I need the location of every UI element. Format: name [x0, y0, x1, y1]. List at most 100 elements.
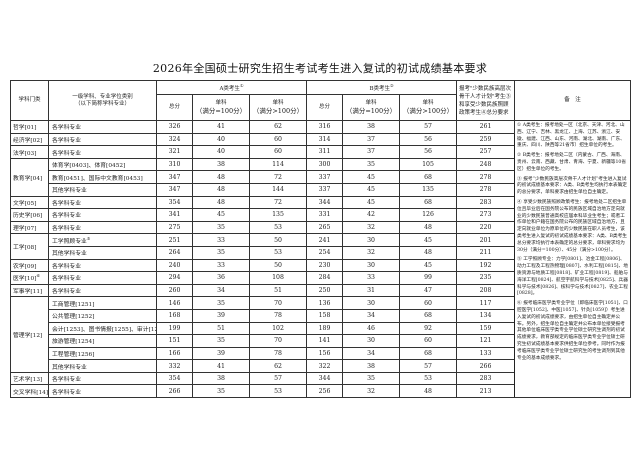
a-total: 240: [156, 258, 193, 273]
minority-total: 117: [456, 296, 516, 310]
b-total: 241: [306, 233, 343, 247]
b-total: 141: [306, 334, 343, 348]
b-total: 156: [306, 346, 343, 361]
b-total: 331: [306, 208, 343, 222]
header-group-b: B类考生②: [305, 80, 458, 95]
category-cell: 农学[09]: [10, 258, 49, 273]
minority-total: 201: [456, 233, 516, 247]
note-item: ⑥ 报考临床医学类专业学位（即临床医学[1051]、口腔医学[1052]、中医[…: [517, 301, 628, 361]
minority-total: 278: [456, 170, 516, 184]
subject-label: 体育学[0403]、体育[0452]: [52, 163, 126, 170]
a-total: 354: [156, 195, 193, 210]
note-item: ② B类考生：报考地处二区（内蒙古、广西、海南、贵州、云南、西藏、甘肃、青海、宁…: [517, 153, 627, 172]
a-single-100: 35: [192, 245, 250, 260]
b-total: 250: [306, 283, 343, 298]
header-b-total: 总分: [306, 94, 343, 121]
subject-label: 工程管理[1256]: [52, 351, 95, 358]
header-notes: 备 注: [514, 80, 632, 121]
a-single-gt100: 53: [249, 245, 307, 260]
subject-cell: 各学科专业: [48, 271, 157, 285]
b-total: 265: [306, 220, 343, 235]
subject-label: 各学科专业: [52, 150, 81, 157]
a-total: 264: [156, 245, 193, 260]
b-single-100: 32: [342, 220, 400, 235]
a-single-gt100: 50: [249, 233, 307, 247]
subject-cell: 各学科专业: [48, 145, 157, 159]
group-b-label: B类考生: [369, 85, 390, 92]
category-cell: 交叉学科[14]: [10, 384, 49, 399]
b-total: 322: [306, 359, 343, 373]
category-label: 管理学[12]: [13, 333, 43, 340]
subject-label: 工商管理[1251]: [52, 301, 95, 308]
subject-label: 各学科专业: [52, 276, 81, 283]
a-single-100: 38: [192, 371, 250, 386]
a-total: 260: [156, 283, 193, 298]
b-single-100: 30: [342, 334, 400, 348]
subject-cell: 各学科专业: [48, 384, 157, 399]
a-total: 332: [156, 359, 193, 373]
b-single-gt100: 48: [398, 245, 458, 260]
b-total: 337: [306, 182, 343, 197]
b-single-gt100: 47: [398, 283, 458, 298]
note-item: ⑤ 工学照顾专业：力学[0801]、冶金工程[0806]、动力工程及工程热物理[…: [517, 257, 628, 297]
category-cell: 哲学[01]: [10, 120, 49, 134]
a-total: 354: [156, 371, 193, 386]
b-single-100: 30: [342, 258, 400, 273]
b-total: 189: [306, 321, 343, 336]
a-total: 347: [156, 170, 193, 184]
header-subject-line2: （以下简称学科专业）: [74, 100, 130, 107]
b-single-gt100: 126: [398, 208, 458, 222]
a-single-100: 51: [192, 321, 250, 336]
subject-cell: 工程管理[1256]: [48, 346, 157, 361]
b-total: 337: [306, 170, 343, 184]
a-single-gt100: 144: [249, 182, 307, 197]
table-body: 哲学[01] 各学科专业 326 41 62 316 38 57 261 ① A类考生：报考地处一…: [10, 119, 632, 399]
a-single-gt100: 72: [249, 195, 307, 210]
b-single-100: 30: [342, 296, 400, 310]
a-single-100: 40: [192, 145, 250, 159]
b-total: 316: [306, 120, 343, 134]
group-b-footnote: ②: [389, 83, 394, 89]
b-single-gt100: 99: [398, 271, 458, 285]
b-total: 254: [306, 245, 343, 260]
subject-label: 工学照顾专业: [52, 238, 87, 245]
a-total: 266: [156, 384, 193, 399]
table-row: 工程管理[1256] 166 39 78 156 34 68 133: [11, 346, 631, 361]
subject-cell: 旅游管理[1254]: [48, 334, 157, 348]
minority-total: 121: [456, 334, 516, 348]
subject-label: 其他学科专业: [52, 188, 87, 195]
b-single-gt100: 68: [398, 308, 458, 323]
header-a-total: 总分: [156, 94, 193, 121]
category-label: 医学[10]: [13, 276, 37, 283]
table-row: 教育学[04] 体育学[0403]、体育[0452] 310 38 114 300 35 10…: [10, 157, 631, 197]
minority-total: 192: [456, 258, 516, 273]
table-row: 哲学[01] 各学科专业 326 41 62 316 38 57 261 ① A类考生：报考地处一…: [10, 119, 632, 399]
a-single-100: 36: [192, 271, 250, 285]
a-single-100: 41: [192, 120, 250, 134]
category-label: 艺术学[13]: [13, 377, 43, 384]
a-total: 341: [156, 208, 193, 222]
category-label: 理学[07]: [13, 226, 37, 232]
a-total: 166: [156, 346, 193, 361]
b-single-100: 46: [342, 321, 400, 336]
b-single-gt100: 135: [398, 182, 458, 197]
subject-label: 各学科专业: [52, 200, 81, 207]
b-single-gt100: 48: [398, 220, 458, 235]
subject-cell: 其他学科专业: [48, 359, 157, 373]
a-total: 347: [156, 182, 193, 197]
b-single-gt100: 48: [398, 384, 458, 399]
category-label: 历史学[06]: [13, 213, 43, 220]
category-cell: 军事学[11]: [10, 283, 49, 298]
b-total: 284: [306, 271, 343, 285]
a-total: 251: [156, 233, 193, 247]
a-total: 326: [156, 120, 193, 134]
category-label: 农学[09]: [13, 263, 37, 270]
b-single-100: 31: [342, 283, 400, 298]
table-row: 公共管理[1252] 168 39 78 158 34 68 134: [11, 308, 631, 323]
note-item: ③ 报考“少数民族高层次骨干人才计划”考生进入复试的初试成绩基本要求：A类、B类…: [517, 176, 627, 196]
subject-cell: 各学科专业: [48, 120, 157, 134]
a-single-100: 39: [192, 308, 250, 323]
a-single-gt100: 51: [249, 283, 307, 298]
minority-total: 283: [456, 195, 516, 210]
b-single-100: 35: [342, 157, 400, 172]
